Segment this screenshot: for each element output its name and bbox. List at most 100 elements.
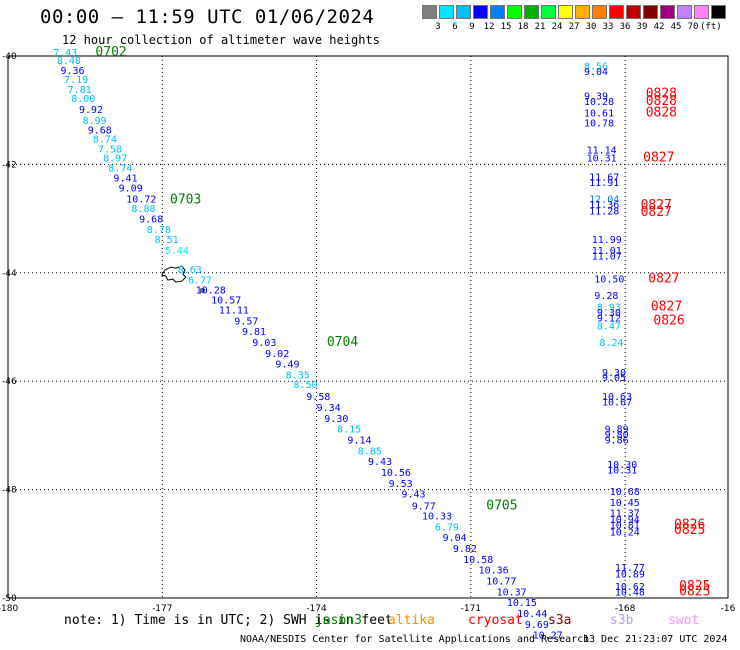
jason3-point-label: 10.57 bbox=[211, 296, 241, 307]
jason3-point-label: 8.88 bbox=[131, 204, 155, 215]
jason3-point-label: 9.36 bbox=[60, 66, 84, 77]
cryosat-point-label: 8.47 bbox=[597, 322, 621, 333]
legend-label: 24 bbox=[551, 22, 563, 32]
cryosat-time-label: 0825 bbox=[679, 584, 710, 599]
legend-label: 70 bbox=[687, 22, 699, 32]
jason3-point-label: 10.44 bbox=[517, 609, 547, 620]
jason3-point-label: 9.03 bbox=[252, 338, 276, 349]
jason3-point-label: 8.85 bbox=[358, 446, 382, 457]
cryosat-point-label: 9.12 bbox=[597, 314, 621, 325]
legend-swatch bbox=[473, 5, 488, 19]
satellite-legend-cryosat: cryosat bbox=[468, 613, 523, 628]
legend-label: 21 bbox=[534, 22, 546, 32]
cryosat-point-label: 10.89 bbox=[615, 569, 645, 580]
y-tick-label: -42 bbox=[2, 160, 17, 170]
jason3-point-label: 10.36 bbox=[479, 566, 509, 577]
jason3-point-label: 7.58 bbox=[98, 144, 122, 155]
y-tick-label: -48 bbox=[2, 486, 17, 496]
cryosat-point-label: 10.48 bbox=[615, 587, 645, 598]
jason3-point-label: 10.28 bbox=[196, 285, 226, 296]
cryosat-point-label: 10.62 bbox=[615, 582, 645, 593]
y-tick-label: -40 bbox=[2, 52, 17, 62]
jason3-point-label: 9.14 bbox=[347, 436, 371, 447]
legend-swatch bbox=[677, 5, 692, 19]
jason3-point-label: 9.49 bbox=[275, 360, 299, 371]
cryosat-point-label: 11.01 bbox=[592, 246, 622, 257]
cryosat-point-label: 8.56 bbox=[584, 62, 608, 73]
cryosat-time-label: 0827 bbox=[643, 151, 674, 166]
jason3-point-label: 10.77 bbox=[486, 576, 516, 587]
cryosat-point-label: 10.30 bbox=[607, 460, 637, 471]
jason3-point-label: 10.72 bbox=[126, 194, 156, 205]
legend-swatch bbox=[711, 5, 726, 19]
x-tick-label: -171 bbox=[461, 604, 481, 614]
cryosat-time-label: 0827 bbox=[641, 205, 672, 220]
footer-credit: NOAA/NESDIS Center for Satellite Applica… bbox=[240, 634, 590, 645]
jason3-point-label: 8.97 bbox=[103, 154, 127, 165]
legend-swatch bbox=[609, 5, 624, 19]
jason3-time-label: 0704 bbox=[327, 335, 358, 350]
cryosat-time-label: 0828 bbox=[646, 87, 677, 102]
jason3-point-label: 9.58 bbox=[306, 392, 330, 403]
jason3-point-label: 8.00 bbox=[71, 94, 95, 105]
legend-swatch bbox=[660, 5, 675, 19]
x-tick-label: -16 bbox=[721, 604, 736, 614]
legend-label: 18 bbox=[517, 22, 529, 32]
satellite-legend-swot: swot bbox=[668, 613, 700, 628]
legend-swatch bbox=[490, 5, 505, 19]
cryosat-time-label: 0825 bbox=[679, 579, 710, 594]
jason3-point-label: 8.99 bbox=[83, 116, 107, 127]
legend-swatch bbox=[558, 5, 573, 19]
cryosat-point-label: 10.63 bbox=[602, 392, 632, 403]
jason3-point-label: 8.50 bbox=[293, 380, 317, 391]
jason3-point-label: 8.74 bbox=[93, 135, 117, 146]
cryosat-point-label: 11.91 bbox=[589, 178, 619, 189]
cryosat-point-label: 11.07 bbox=[592, 251, 622, 262]
legend-swatch bbox=[456, 5, 471, 19]
satellite-legend-s3a: s3a bbox=[548, 613, 572, 628]
jason3-point-label: 8.78 bbox=[147, 225, 171, 236]
cryosat-point-label: 9.39 bbox=[584, 91, 608, 102]
cryosat-point-label: 11.36 bbox=[589, 200, 619, 211]
jason3-point-label: 8.15 bbox=[337, 425, 361, 436]
cryosat-point-label: 10.24 bbox=[610, 528, 640, 539]
x-tick-label: -180 bbox=[0, 604, 18, 614]
jason3-point-label: 10.56 bbox=[381, 468, 411, 479]
legend-swatch bbox=[575, 5, 590, 19]
jason3-point-label: 8.63 bbox=[178, 265, 202, 276]
jason3-point-label: 10.58 bbox=[463, 555, 493, 566]
legend-swatch bbox=[541, 5, 556, 19]
cryosat-time-label: 0826 bbox=[674, 518, 705, 533]
jason3-point-label: 8.74 bbox=[108, 163, 132, 174]
y-tick-label: -50 bbox=[2, 594, 17, 604]
jason3-point-label: 7.43 bbox=[53, 48, 77, 59]
legend-label: (ft) bbox=[700, 22, 722, 32]
jason3-point-label: 9.43 bbox=[368, 457, 392, 468]
jason3-point-label: 9.57 bbox=[234, 316, 258, 327]
legend-swatch bbox=[694, 5, 709, 19]
legend-label: 45 bbox=[670, 22, 682, 32]
jason3-time-label: 0703 bbox=[170, 192, 201, 207]
jason3-point-label: 8.51 bbox=[155, 235, 179, 246]
jason3-point-label: 9.04 bbox=[443, 533, 467, 544]
legend-swatch bbox=[643, 5, 658, 19]
cryosat-point-label: 10.68 bbox=[610, 487, 640, 498]
satellite-legend-s3b: s3b bbox=[610, 613, 634, 628]
y-tick-label: -46 bbox=[2, 377, 17, 387]
cryosat-point-label: 11.99 bbox=[592, 235, 622, 246]
legend-label: 15 bbox=[500, 22, 512, 32]
jason3-point-label: 9.92 bbox=[79, 105, 103, 116]
cryosat-point-label: 8.93 bbox=[597, 303, 621, 314]
chart-subtitle: 12 hour collection of altimeter wave hei… bbox=[62, 33, 380, 47]
note-text: note: 1) Time is in UTC; 2) SWH is in fe… bbox=[64, 613, 393, 628]
cryosat-point-label: 11.67 bbox=[589, 173, 619, 184]
jason3-point-label: 9.41 bbox=[113, 174, 137, 185]
cryosat-time-label: 0826 bbox=[653, 313, 684, 328]
jason3-point-label: 10.37 bbox=[497, 587, 527, 598]
cryosat-point-label: 9.05 bbox=[602, 373, 626, 384]
cryosat-point-label: 10.50 bbox=[594, 275, 624, 286]
jason3-point-label: 7.81 bbox=[68, 85, 92, 96]
chart-title: 00:00 – 11:59 UTC 01/06/2024 bbox=[40, 6, 375, 28]
cryosat-point-label: 11.14 bbox=[587, 146, 617, 157]
legend-label: 12 bbox=[483, 22, 495, 32]
